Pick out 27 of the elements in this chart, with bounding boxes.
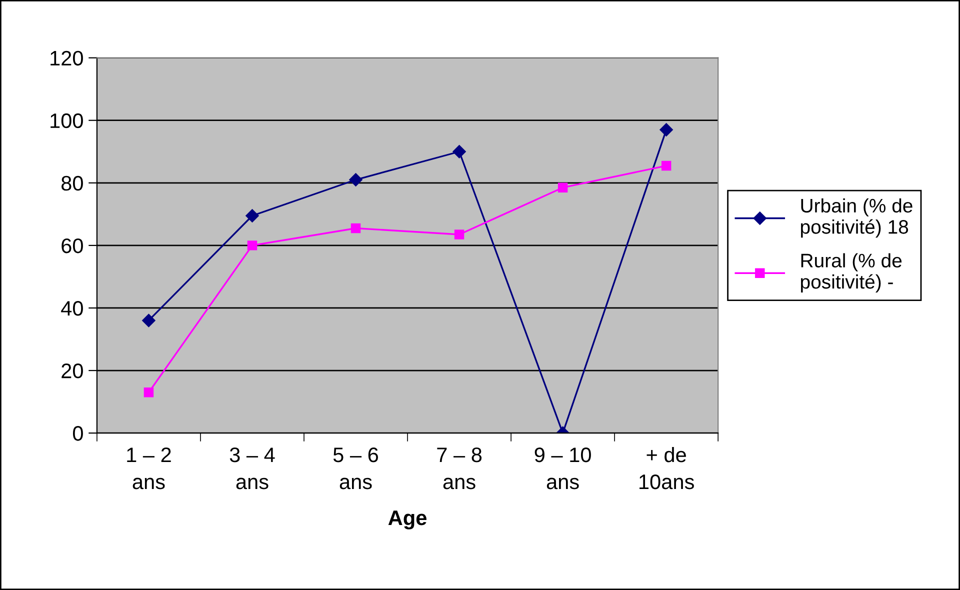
y-tick-label: 40 [61, 300, 83, 316]
point [350, 223, 361, 234]
x-tick-label: 5 – 6 ans [333, 448, 378, 490]
point [454, 230, 464, 240]
point [247, 240, 258, 250]
point [144, 388, 154, 398]
x-tick-label: 7 – 8 ans [437, 448, 482, 490]
x-tick-label: 3 – 4 ans [230, 448, 275, 490]
x-axis-title: Age [388, 510, 426, 530]
y-tick-label: 20 [62, 364, 83, 378]
point [452, 145, 466, 158]
y-tick-label: 100 [50, 113, 83, 128]
point [349, 173, 362, 186]
x-tick-label: 9 – 10 ans [534, 448, 591, 490]
y-tick-label: 60 [62, 238, 83, 254]
point [660, 123, 673, 136]
point [558, 182, 568, 192]
point [142, 314, 156, 328]
point [661, 160, 672, 171]
point [246, 209, 259, 222]
y-tick-label: 0 [72, 426, 83, 441]
legend-label: Urbain (% de positivité) 18 [801, 198, 912, 238]
legend-label: Rural (% de positivité) - [801, 253, 902, 293]
x-tick-label: + de 10ans [640, 446, 694, 490]
x-tick-label: 1 – 2 ans [127, 448, 171, 490]
y-tick-label: 80 [62, 176, 83, 191]
y-tick-label: 120 [50, 50, 83, 66]
